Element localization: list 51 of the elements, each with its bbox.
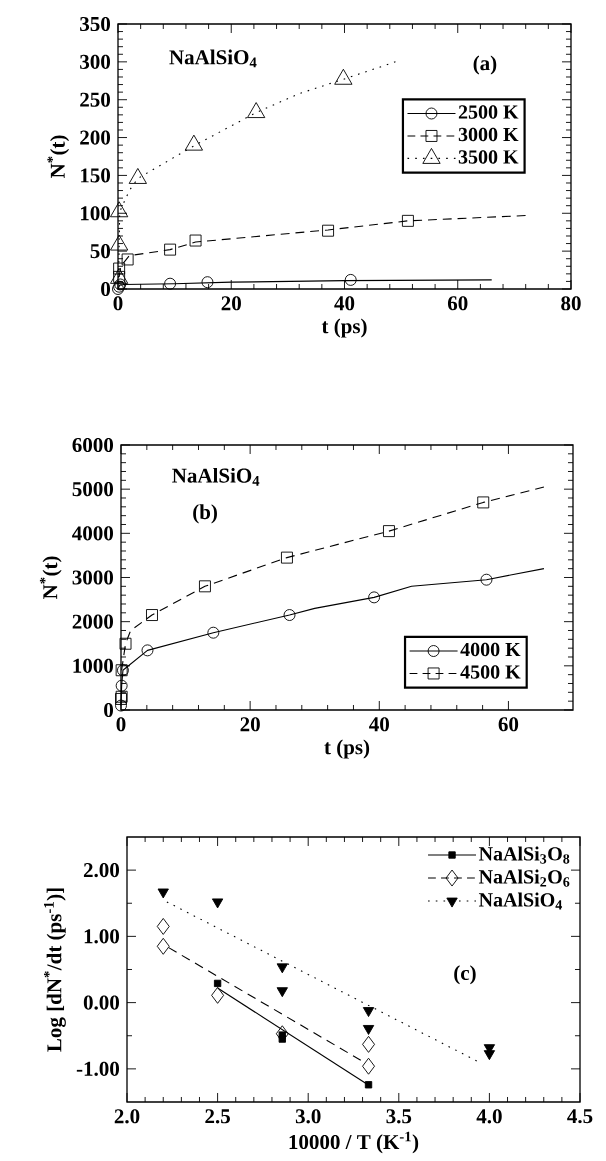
legend-label: NaAlSi$_{2}$O$_{6}$ [478, 869, 570, 887]
y-tick-label: -1.00 [76, 1061, 120, 1076]
y-tick-label: 250 [80, 92, 111, 107]
x-tick-label: 20 [240, 717, 260, 732]
y-axis-title: Log [dN$^{*}$/dt (ps$^{-1}$)] [43, 888, 66, 1052]
y-axis-title: N$^{*}$(t) [39, 556, 62, 600]
y-tick-label: 2.00 [83, 863, 120, 878]
y-tick-label: 4000 [72, 526, 114, 541]
y-tick-label: 50 [90, 244, 111, 259]
y-tick-label: 2000 [72, 614, 114, 629]
x-tick-label: 2.5 [205, 1109, 230, 1124]
y-tick-label: 0 [104, 702, 114, 718]
x-tick-label: 60 [447, 296, 468, 311]
y-tick-label: 1.00 [84, 929, 120, 944]
x-tick-label: 2.0 [114, 1109, 140, 1124]
annotation: (b) [193, 504, 217, 524]
y-tick-label: 3000 [72, 570, 114, 585]
y-tick-label: 350 [80, 16, 111, 32]
y-tick-label: 200 [80, 130, 111, 145]
legend-label: 3500 K [458, 150, 519, 164]
legend-label: 4000 K [460, 642, 521, 657]
x-tick-label: 3.0 [295, 1109, 321, 1124]
x-axis-title: t (ps) [321, 318, 367, 338]
x-tick-label: 40 [334, 296, 355, 311]
annotation: NaAlSiO$_{4}$ [169, 49, 257, 68]
x-tick-label: 4.5 [567, 1109, 593, 1124]
y-axis-title: N$^{*}$(t) [47, 135, 70, 179]
y-tick-label: 5000 [72, 482, 114, 497]
x-axis-title: 10000 / T (K$^{-1}$) [289, 1131, 419, 1154]
x-tick-label: 40 [369, 717, 389, 732]
legend-label: NaAlSi$_{3}$O$_{8}$ [478, 846, 570, 864]
legend-label: NaAlSiO$_{4}$ [478, 892, 563, 910]
x-tick-label: 4.0 [476, 1109, 502, 1124]
y-tick-label: 300 [80, 54, 111, 69]
x-tick-label: 3.5 [386, 1109, 412, 1124]
annotation: (c) [454, 965, 476, 985]
y-tick-label: 100 [80, 206, 111, 221]
legend-label: 3000 K [458, 127, 519, 142]
x-tick-label: 80 [561, 296, 581, 311]
annotation: NaAlSiO$_{4}$ [172, 467, 260, 486]
legend-label: 2500 K [458, 105, 519, 119]
x-tick-label: 20 [221, 296, 241, 311]
x-axis-title: t (ps) [324, 739, 370, 759]
annotation: (a) [473, 55, 497, 75]
x-tick-label: 60 [498, 717, 519, 732]
y-tick-label: 1000 [73, 658, 114, 673]
legend-label: 4500 K [460, 665, 521, 679]
y-tick-label: 0.00 [83, 995, 120, 1010]
y-tick-label: 6000 [72, 437, 114, 453]
y-tick-label: 150 [80, 168, 111, 183]
y-tick-label: 0 [101, 281, 111, 297]
